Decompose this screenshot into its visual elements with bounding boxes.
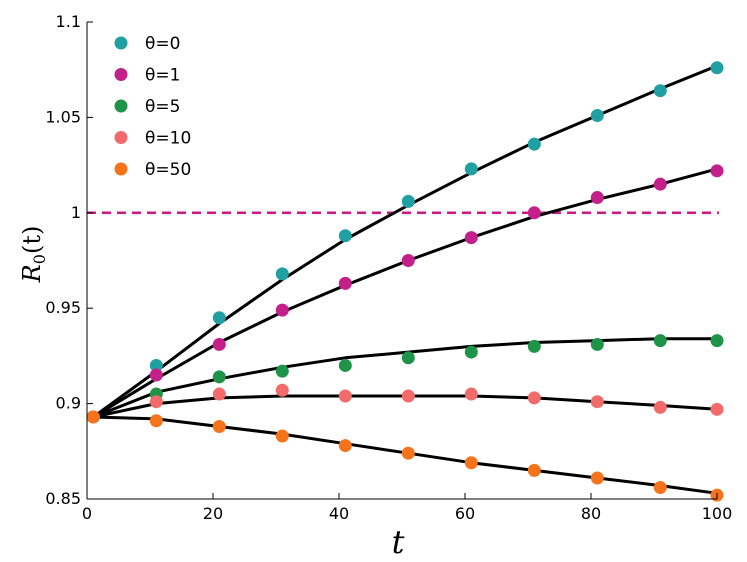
data-point: [149, 368, 163, 382]
legend: θ=0 θ=1 θ=5 θ=10 θ=50: [114, 34, 191, 180]
data-point: [212, 370, 226, 384]
y-tick-label: 1: [71, 203, 81, 222]
x-tick-label: 20: [203, 504, 223, 523]
y-tick-label: 1.05: [45, 107, 81, 126]
data-point: [590, 191, 604, 205]
y-axis-title-main: R: [18, 264, 46, 283]
data-point: [401, 254, 415, 267]
data-point: [590, 471, 604, 485]
x-tick-label: 80: [581, 504, 601, 523]
plot-area: [86, 61, 724, 502]
legend-label: θ=10: [145, 129, 191, 149]
data-point: [275, 429, 289, 443]
data-point: [401, 446, 415, 460]
data-point: [527, 463, 541, 477]
data-point: [464, 387, 478, 401]
data-point: [464, 231, 478, 245]
data-point: [590, 337, 604, 351]
data-point: [275, 267, 289, 281]
legend-label: θ=1: [145, 66, 180, 86]
data-point: [401, 194, 415, 208]
data-point: [710, 334, 724, 348]
x-tick-label: 60: [455, 504, 475, 523]
data-point: [710, 164, 724, 178]
data-point: [653, 84, 667, 98]
data-point: [590, 108, 604, 122]
data-point: [464, 456, 478, 470]
data-point: [212, 419, 226, 433]
axes: 0.85 0.9 0.95 1 1.05 1.1 0 20 40 60 80 100: [45, 12, 732, 523]
data-point: [149, 414, 163, 428]
data-point: [653, 481, 667, 495]
data-point: [527, 137, 541, 151]
data-point: [149, 395, 163, 409]
data-point: [338, 358, 352, 372]
data-point: [653, 177, 667, 191]
data-point: [653, 334, 667, 348]
svg-text:R0(t): R0(t): [18, 226, 49, 284]
x-tick-label: 100: [702, 504, 733, 523]
legend-marker: [114, 131, 128, 144]
data-point: [275, 303, 289, 317]
legend-marker: [114, 99, 128, 113]
legend-marker: [114, 36, 128, 50]
data-point: [338, 389, 352, 403]
data-point: [527, 391, 541, 405]
legend-label: θ=5: [145, 97, 180, 117]
y-axis-title: R0(t): [18, 226, 49, 284]
x-tick-label: 40: [329, 504, 349, 523]
data-point: [275, 364, 289, 378]
y-tick-label: 0.85: [45, 489, 81, 508]
x-axis-title: t: [392, 523, 405, 561]
data-point: [275, 383, 289, 397]
y-tick-label: 0.9: [56, 394, 81, 413]
legend-label: θ=0: [145, 34, 180, 54]
data-point: [338, 439, 352, 453]
data-point: [338, 276, 352, 290]
data-point: [464, 345, 478, 359]
data-point: [464, 162, 478, 176]
legend-label: θ=50: [145, 160, 191, 180]
data-point: [86, 410, 100, 424]
data-point: [212, 311, 226, 325]
data-point: [527, 206, 541, 220]
data-point: [401, 351, 415, 365]
data-point: [590, 395, 604, 409]
data-point: [149, 358, 163, 372]
data-point: [401, 389, 415, 403]
y-tick-label: 1.1: [56, 12, 81, 31]
data-point: [710, 402, 724, 416]
legend-marker: [114, 68, 128, 81]
y-tick-label: 0.95: [45, 298, 81, 317]
data-point: [527, 339, 541, 353]
fit-line: [91, 337, 719, 419]
x-tick-label: 0: [82, 504, 92, 523]
y-axis-title-tail: (t): [18, 226, 46, 254]
data-point: [212, 387, 226, 401]
y-axis-title-sub: 0: [30, 254, 49, 264]
data-point: [653, 400, 667, 414]
legend-marker: [114, 162, 128, 176]
data-point: [338, 229, 352, 243]
data-point: [212, 337, 226, 351]
fit-line: [91, 64, 719, 419]
data-point: [710, 61, 724, 75]
